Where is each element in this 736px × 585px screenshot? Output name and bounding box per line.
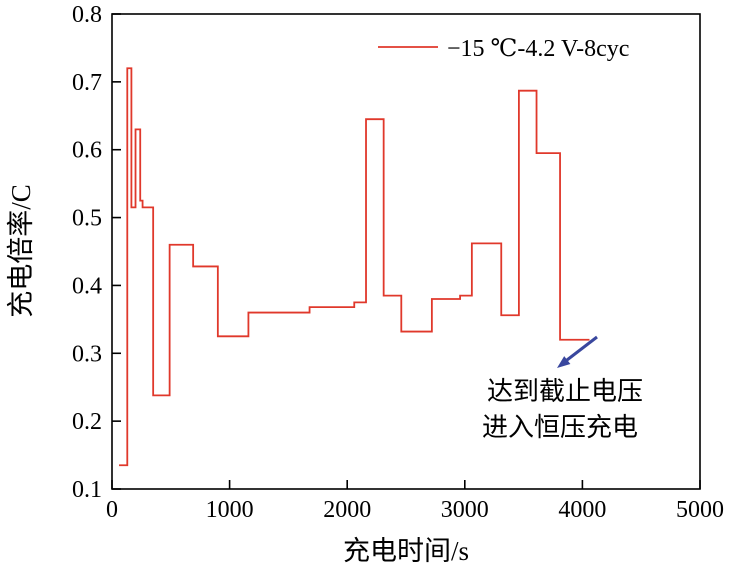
x-tick-label: 5000: [676, 497, 724, 523]
x-tick-label: 0: [106, 497, 118, 523]
annotation-arrowhead: [557, 356, 571, 368]
y-axis-label: 充电倍率/C: [6, 184, 36, 318]
tick-labels: 0 1000 2000 3000 4000 5000 0.1 0.2 0.3 0.4 0.5 0.6 0…: [72, 2, 724, 523]
x-tick-label: 1000: [206, 497, 254, 523]
y-tick-label: 0.2: [72, 409, 102, 435]
legend-label: −15 ℃-4.2 V-8cyc: [447, 36, 629, 62]
series-line: [119, 67, 590, 467]
legend: −15 ℃-4.2 V-8cyc: [378, 36, 629, 62]
annotation: 达到截止电压 进入恒压充电: [482, 335, 643, 442]
y-tick-label: 0.8: [72, 2, 102, 28]
y-tick-label: 0.5: [72, 206, 102, 232]
x-tick-label: 3000: [441, 497, 489, 523]
x-tick-label: 4000: [558, 497, 606, 523]
annotation-arrow: [566, 335, 598, 362]
y-tick-label: 0.4: [72, 273, 102, 299]
annotation-line1: 达到截止电压: [487, 377, 643, 406]
y-tick-label: 0.7: [72, 70, 102, 96]
x-axis-label: 充电时间/s: [343, 536, 469, 566]
y-tick-label: 0.6: [72, 138, 102, 164]
x-tick-label: 2000: [323, 497, 371, 523]
axes: [111, 13, 701, 490]
y-tick-label: 0.3: [72, 341, 102, 367]
annotation-line2: 进入恒压充电: [482, 413, 638, 442]
plot-frame: [111, 13, 701, 490]
y-tick-label: 0.1: [72, 477, 102, 503]
